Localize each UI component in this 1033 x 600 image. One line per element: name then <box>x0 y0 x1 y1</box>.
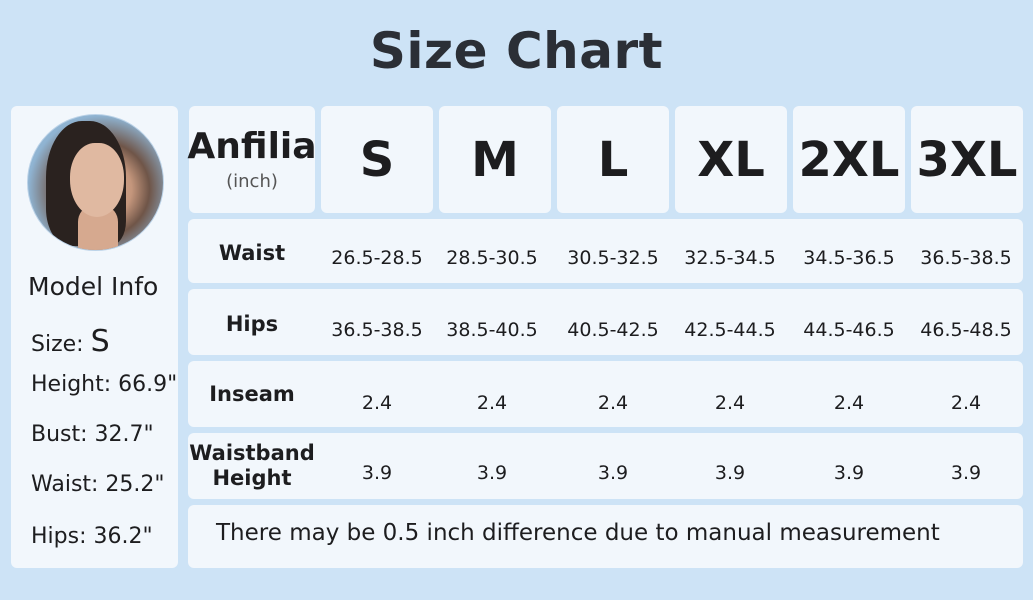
table-cell: 32.5-34.5 <box>684 247 776 269</box>
page-title: Size Chart <box>369 22 664 80</box>
size-label: L <box>597 131 629 188</box>
model-height: Height: 66.9" <box>31 372 178 397</box>
size-label: 2XL <box>798 131 900 188</box>
table-cell: 2.4 <box>476 392 508 414</box>
model-size-value: S <box>90 324 110 359</box>
size-header-2xl: 2XL <box>793 106 905 213</box>
table-cell: 3.9 <box>714 462 746 484</box>
model-waist: Waist: 25.2" <box>31 472 165 497</box>
size-header-l: L <box>557 106 669 213</box>
table-cell: 28.5-30.5 <box>446 247 538 269</box>
table-cell: 2.4 <box>597 392 629 414</box>
model-info-heading: Model Info <box>28 272 159 301</box>
table-cell: 26.5-28.5 <box>331 247 423 269</box>
size-header-m: M <box>439 106 551 213</box>
table-cell: 40.5-42.5 <box>567 319 659 341</box>
size-header-s: S <box>321 106 433 213</box>
row-label-hips: Hips <box>225 312 279 336</box>
table-cell: 3.9 <box>476 462 508 484</box>
size-header-3xl: 3XL <box>911 106 1023 213</box>
size-label: S <box>359 131 395 188</box>
table-cell: 3.9 <box>597 462 629 484</box>
row-label-inseam: Inseam <box>209 382 295 406</box>
model-size: Size: S <box>31 324 110 359</box>
table-cell: 2.4 <box>714 392 746 414</box>
row-label-line: Height <box>212 466 292 490</box>
table-cell: 46.5-48.5 <box>920 319 1012 341</box>
model-size-label: Size: <box>31 332 84 357</box>
table-row-waist <box>188 219 1023 283</box>
row-label-waistband-height: Waistband Height <box>188 441 316 491</box>
size-label: XL <box>697 131 765 188</box>
table-row-note <box>188 505 1023 568</box>
model-hips: Hips: 36.2" <box>31 524 153 549</box>
row-label-line: Waistband <box>189 441 315 465</box>
table-cell: 36.5-38.5 <box>920 247 1012 269</box>
unit-label: (inch) <box>226 170 278 192</box>
table-row-hips <box>188 289 1023 355</box>
table-cell: 36.5-38.5 <box>331 319 423 341</box>
size-label: 3XL <box>916 131 1018 188</box>
table-cell: 3.9 <box>833 462 865 484</box>
table-cell: 30.5-32.5 <box>567 247 659 269</box>
table-row-waistband-height <box>188 433 1023 499</box>
table-cell: 3.9 <box>361 462 393 484</box>
table-cell: 2.4 <box>950 392 982 414</box>
table-cell: 44.5-46.5 <box>803 319 895 341</box>
model-bust: Bust: 32.7" <box>31 422 154 447</box>
table-row-inseam <box>188 361 1023 427</box>
table-cell: 2.4 <box>361 392 393 414</box>
size-header-xl: XL <box>675 106 787 213</box>
size-label: M <box>471 131 519 188</box>
table-cell: 3.9 <box>950 462 982 484</box>
brand-header-cell: Anfilia (inch) <box>187 106 317 213</box>
measurement-note: There may be 0.5 inch difference due to … <box>216 520 940 546</box>
row-label-waist: Waist <box>218 241 286 265</box>
table-cell: 42.5-44.5 <box>684 319 776 341</box>
table-cell: 34.5-36.5 <box>803 247 895 269</box>
model-info-panel: Model Info Size: S Height: 66.9" Bust: 3… <box>11 106 178 568</box>
table-cell: 2.4 <box>833 392 865 414</box>
table-cell: 38.5-40.5 <box>446 319 538 341</box>
model-avatar <box>27 114 164 251</box>
brand-name: Anfilia <box>187 125 317 167</box>
